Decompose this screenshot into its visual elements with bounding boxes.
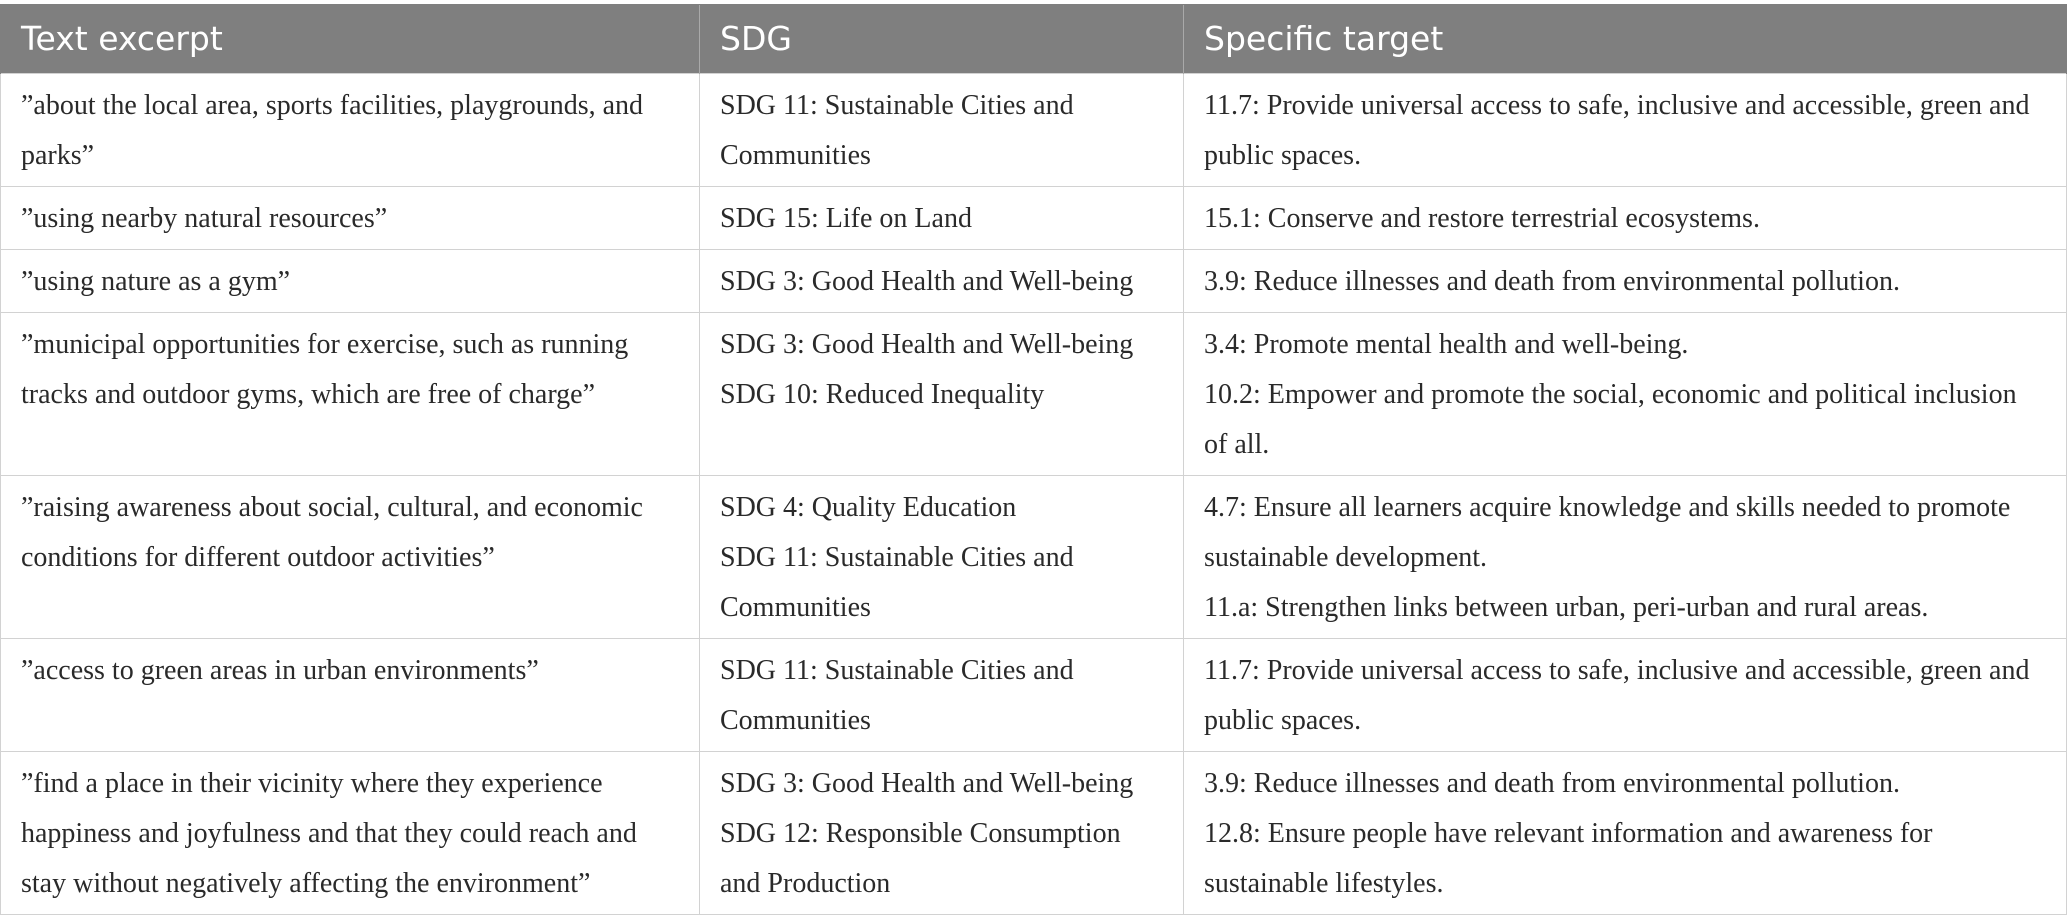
sdg-cell: SDG 3: Good Health and Well-being SDG 10…	[699, 312, 1184, 476]
target-cell: 4.7: Ensure all learners acquire knowled…	[1183, 475, 2067, 639]
target-item: 12.8: Ensure people have relevant inform…	[1204, 818, 1933, 899]
sdg-table: Text excerpt SDG Specific target ”about …	[0, 4, 2067, 915]
sdg-item: SDG 12: Responsible Consumption and Prod…	[720, 818, 1121, 899]
sdg-item: SDG 3: Good Health and Well-being	[720, 329, 1134, 360]
sdg-cell: SDG 3: Good Health and Well-being SDG 12…	[699, 751, 1184, 915]
sdg-item: SDG 10: Reduced Inequality	[720, 379, 1045, 410]
sdg-item: SDG 11: Sustainable Cities and Communiti…	[720, 655, 1074, 736]
excerpt-cell: ”municipal opportunities for exercise, s…	[0, 312, 700, 476]
target-cell: 3.4: Promote mental health and well-bein…	[1183, 312, 2067, 476]
table-row: ”using nearby natural resources” SDG 15:…	[0, 186, 2067, 250]
target-item: 3.4: Promote mental health and well-bein…	[1204, 329, 1689, 360]
excerpt-cell: ”access to green areas in urban environm…	[0, 638, 700, 752]
sdg-cell: SDG 4: Quality Education SDG 11: Sustain…	[699, 475, 1184, 639]
header-text-excerpt: Text excerpt	[0, 4, 700, 74]
target-cell: 3.9: Reduce illnesses and death from env…	[1183, 751, 2067, 915]
target-cell: 3.9: Reduce illnesses and death from env…	[1183, 249, 2067, 313]
table-row: ”about the local area, sports facilities…	[0, 73, 2067, 187]
target-item: 10.2: Empower and promote the social, ec…	[1204, 379, 2017, 460]
sdg-cell: SDG 11: Sustainable Cities and Communiti…	[699, 73, 1184, 187]
sdg-item: SDG 11: Sustainable Cities and Communiti…	[720, 90, 1074, 171]
target-cell: 15.1: Conserve and restore terrestrial e…	[1183, 186, 2067, 250]
excerpt-cell: ”using nearby natural resources”	[0, 186, 700, 250]
target-cell: 11.7: Provide universal access to safe, …	[1183, 73, 2067, 187]
sdg-item: SDG 15: Life on Land	[720, 203, 972, 234]
target-item: 15.1: Conserve and restore terrestrial e…	[1204, 203, 1760, 234]
excerpt-cell: ”find a place in their vicinity where th…	[0, 751, 700, 915]
target-item: 3.9: Reduce illnesses and death from env…	[1204, 266, 1900, 297]
target-item: 11.7: Provide universal access to safe, …	[1204, 655, 2030, 736]
sdg-cell: SDG 15: Life on Land	[699, 186, 1184, 250]
target-item: 11.a: Strengthen links between urban, pe…	[1204, 592, 1929, 623]
target-cell: 11.7: Provide universal access to safe, …	[1183, 638, 2067, 752]
sdg-item: SDG 4: Quality Education	[720, 492, 1017, 523]
header-sdg: SDG	[699, 4, 1184, 74]
table-container: Text excerpt SDG Specific target ”about …	[0, 4, 2067, 915]
sdg-cell: SDG 3: Good Health and Well-being	[699, 249, 1184, 313]
table-row: ”find a place in their vicinity where th…	[0, 751, 2067, 915]
sdg-item: SDG 3: Good Health and Well-being	[720, 266, 1134, 297]
header-row: Text excerpt SDG Specific target	[0, 4, 2067, 74]
header-specific-target: Specific target	[1183, 4, 2067, 74]
sdg-item: SDG 11: Sustainable Cities and Communiti…	[720, 542, 1074, 623]
table-row: ”using nature as a gym” SDG 3: Good Heal…	[0, 249, 2067, 313]
excerpt-cell: ”using nature as a gym”	[0, 249, 700, 313]
excerpt-cell: ”about the local area, sports facilities…	[0, 73, 700, 187]
table-row: ”access to green areas in urban environm…	[0, 638, 2067, 752]
table-row: ”municipal opportunities for exercise, s…	[0, 312, 2067, 476]
target-item: 3.9: Reduce illnesses and death from env…	[1204, 768, 1900, 799]
target-item: 11.7: Provide universal access to safe, …	[1204, 90, 2030, 171]
sdg-item: SDG 3: Good Health and Well-being	[720, 768, 1134, 799]
table-row: ”raising awareness about social, cultura…	[0, 475, 2067, 639]
excerpt-cell: ”raising awareness about social, cultura…	[0, 475, 700, 639]
sdg-cell: SDG 11: Sustainable Cities and Communiti…	[699, 638, 1184, 752]
target-item: 4.7: Ensure all learners acquire knowled…	[1204, 492, 2011, 573]
